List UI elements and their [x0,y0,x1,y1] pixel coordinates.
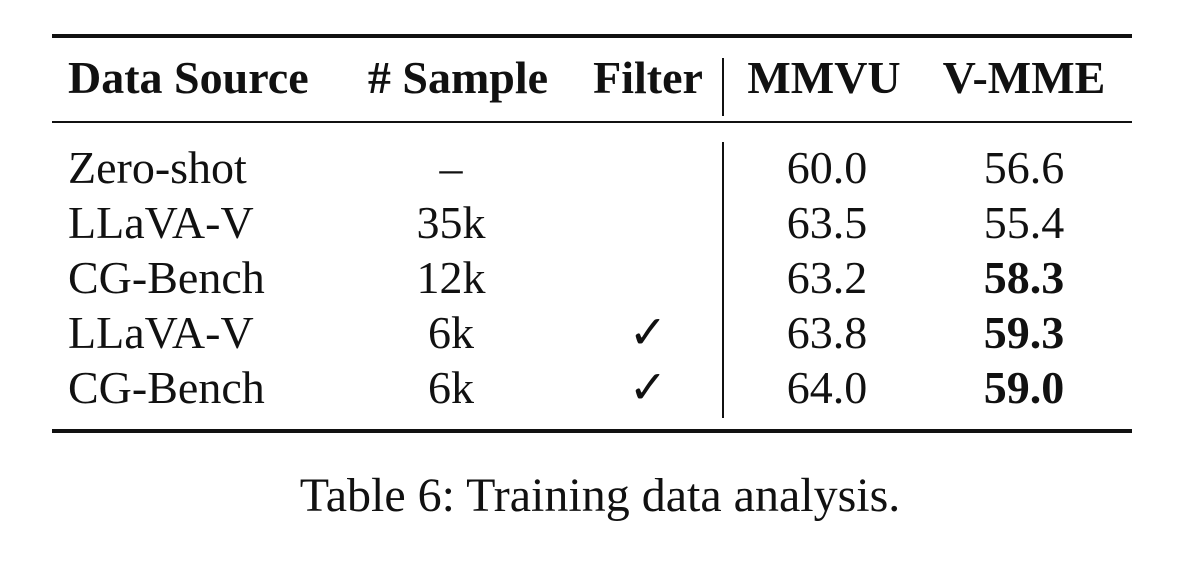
table-cell-mmvu: 63.5 [786,197,868,248]
table-cell-vmme: 59.0 [983,362,1065,413]
header-vmme: V-MME [942,52,1106,103]
table-bottom-rule [52,429,1132,433]
table-header-rule [52,121,1132,123]
table-cell-source: Zero-shot [68,142,247,193]
table-cell-sample: – [439,142,463,193]
table-cell-vmme: 56.6 [983,142,1065,193]
data-table: Data Source # Sample Filter MMVU V-MME Z… [52,34,1132,434]
table-cell-mmvu: 60.0 [786,142,868,193]
table-caption: Table 6: Training data analysis. [299,469,901,522]
table-cell-source: CG-Bench [68,252,265,303]
column-separator [722,142,724,418]
table-cell-source: LLaVA-V [68,197,254,248]
table-cell-mmvu: 63.2 [786,252,868,303]
table-cell-vmme: 58.3 [983,252,1065,303]
table-cell-sample: 6k [428,362,474,413]
table-cell-vmme: 59.3 [983,307,1065,358]
table-cell-sample: 12k [416,252,486,303]
column-separator [722,58,724,116]
header-filter: Filter [593,52,703,103]
header-data-source: Data Source [68,52,309,103]
table-cell-sample: 6k [428,307,474,358]
table-cell-source: LLaVA-V [68,307,254,358]
table-cell-mmvu: 64.0 [786,362,868,413]
table-cell-source: CG-Bench [68,362,265,413]
table-cell-sample: 35k [416,197,486,248]
header-mmvu: MMVU [747,52,901,103]
table-top-rule [52,34,1132,38]
header-sample-count: # Sample [367,52,549,103]
table-cell-mmvu: 63.8 [786,307,868,358]
table-cell-vmme: 55.4 [983,197,1065,248]
checkmark-icon: ✓ [628,307,668,358]
checkmark-icon: ✓ [628,362,668,413]
